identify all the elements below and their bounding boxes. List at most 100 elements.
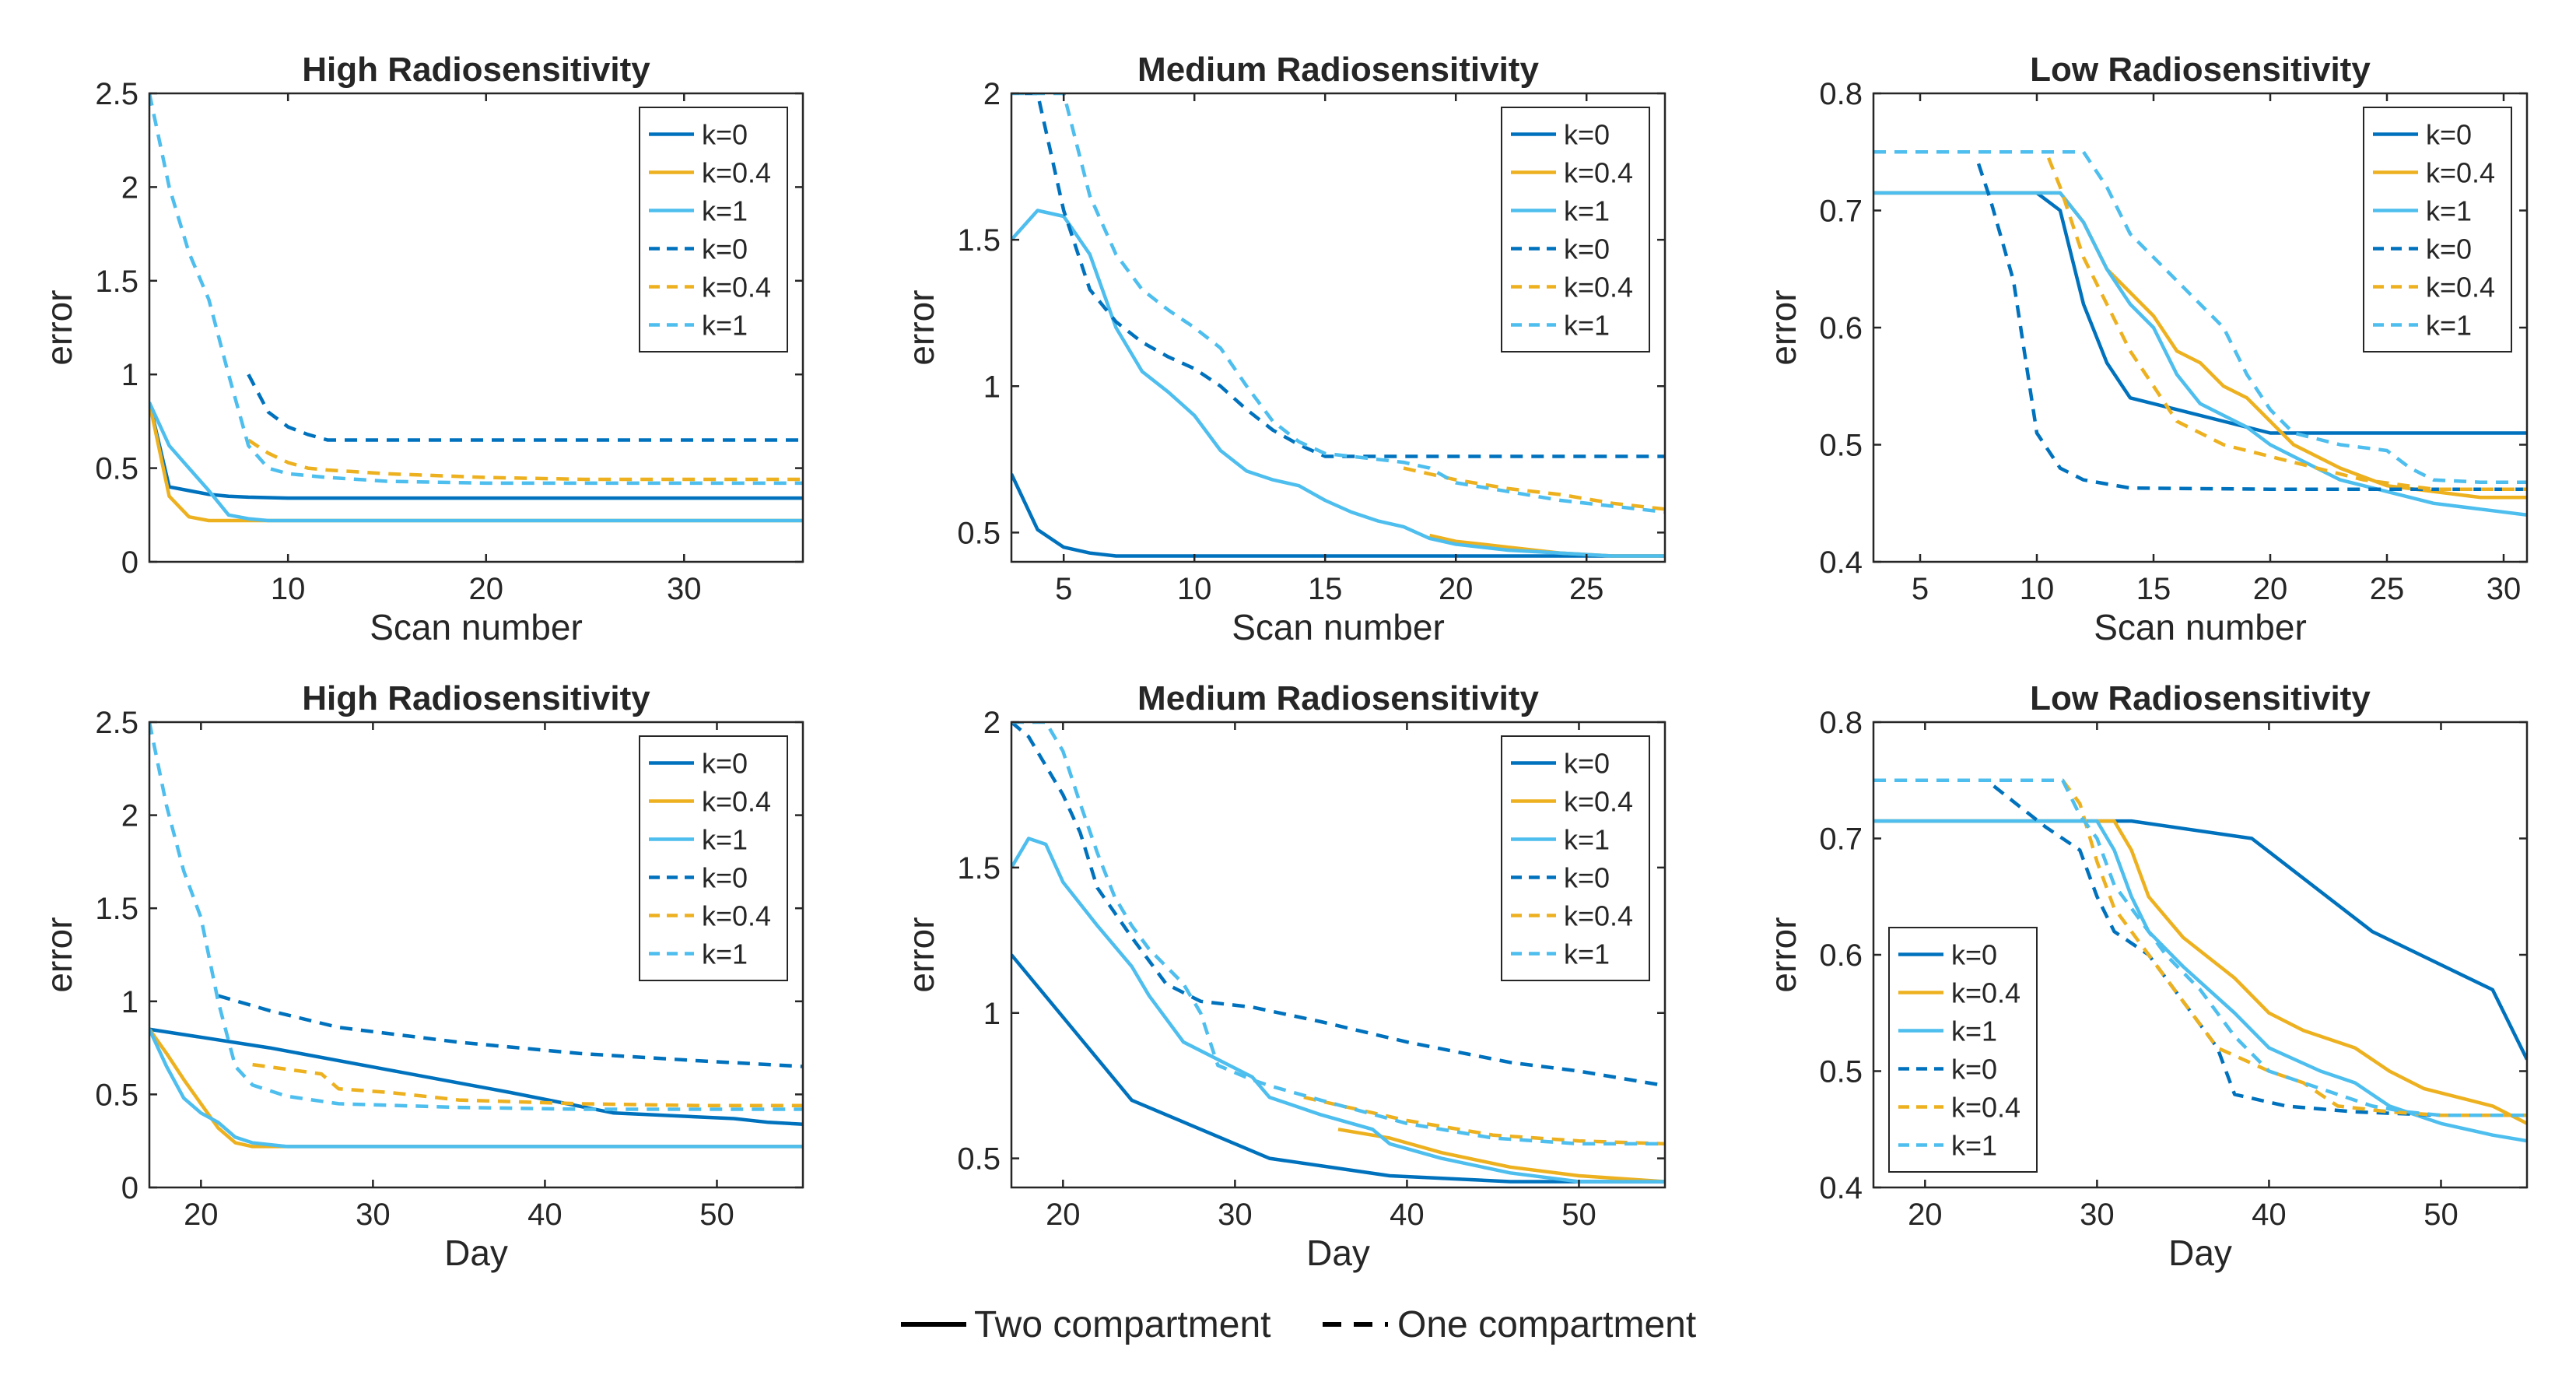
x-tick-label: 30 bbox=[356, 1198, 391, 1232]
y-axis-label: error bbox=[39, 917, 79, 992]
y-tick-label: 1.5 bbox=[95, 892, 138, 926]
x-axis-label: Scan number bbox=[1232, 607, 1445, 647]
series-line-dashed-k0 bbox=[1976, 163, 2527, 491]
chart-3: 5 10 15 20 25 30 0.4 0.5 0.6 0.7 0.8 Low Radiosensi… bbox=[1763, 51, 2529, 647]
x-tick-label: 20 bbox=[1908, 1198, 1943, 1232]
y-tick-label: 0 bbox=[121, 545, 138, 580]
y-tick-label: 1.5 bbox=[957, 223, 1001, 258]
series-line-solid-k1 bbox=[1873, 819, 2527, 1143]
series-group bbox=[149, 722, 803, 1149]
x-tick-label: 25 bbox=[1569, 572, 1604, 606]
x-tick-label: 30 bbox=[2080, 1198, 2115, 1232]
legend-label: k=1 bbox=[702, 310, 748, 342]
legend-label: k=0.4 bbox=[1951, 1092, 2020, 1124]
series-line-solid-k04 bbox=[149, 1028, 803, 1149]
series-line-solid-k1 bbox=[1011, 837, 1665, 1184]
legend: k=0 k=0.4 k=1 k=0 k=0.4 k=1 bbox=[639, 107, 788, 353]
legend-box bbox=[1888, 927, 2038, 1173]
axes-box bbox=[148, 721, 804, 1189]
x-tick-label: 15 bbox=[2136, 572, 2171, 606]
x-axis-label: Day bbox=[2168, 1233, 2232, 1273]
legend-label: k=1 bbox=[702, 824, 748, 856]
legend-label: k=0.4 bbox=[702, 786, 771, 818]
series-line-solid-k0 bbox=[1011, 953, 1665, 1184]
x-tick-label: 20 bbox=[1439, 572, 1474, 606]
x-tick-label: 10 bbox=[271, 572, 306, 606]
x-tick-label: 5 bbox=[1055, 572, 1072, 606]
series-line-dashed-k04 bbox=[2046, 156, 2527, 491]
legend-box bbox=[1501, 735, 1650, 981]
y-axis-label: error bbox=[901, 917, 941, 992]
series-group bbox=[149, 93, 803, 523]
y-tick-label: 0.8 bbox=[1819, 706, 1863, 740]
y-tick-label: 0.5 bbox=[1819, 1055, 1863, 1089]
x-tick-label: 20 bbox=[2253, 572, 2288, 606]
dashed-line-label: One compartment bbox=[1397, 1304, 1696, 1345]
y-tick-label: 2.5 bbox=[95, 706, 138, 740]
series-group bbox=[1011, 722, 1665, 1184]
y-tick-label: 0.6 bbox=[1819, 311, 1863, 346]
x-axis-label: Scan number bbox=[2094, 607, 2307, 647]
y-tick-label: 0.5 bbox=[1819, 429, 1863, 463]
series-line-dashed-k04 bbox=[1303, 1095, 1665, 1146]
y-tick-label: 0.4 bbox=[1819, 545, 1863, 580]
y-tick-label: 1 bbox=[983, 997, 1001, 1031]
legend-label: k=1 bbox=[702, 938, 748, 970]
legend-label: k=1 bbox=[2426, 310, 2472, 342]
legend-box bbox=[2363, 107, 2512, 353]
solid-line-label: Two compartment bbox=[974, 1304, 1270, 1345]
legend-label: k=0 bbox=[1564, 748, 1610, 780]
series-line-dashed-k0 bbox=[217, 994, 803, 1068]
x-tick-label: 15 bbox=[1308, 572, 1343, 606]
legend-label: k=0 bbox=[1564, 119, 1610, 151]
x-axis-label: Day bbox=[444, 1233, 508, 1273]
series-line-dashed-k1 bbox=[1873, 778, 2527, 1117]
legend-box bbox=[639, 735, 788, 981]
series-line-dashed-k1 bbox=[149, 722, 803, 1111]
legend-label: k=0.4 bbox=[2426, 272, 2495, 303]
legend: k=0 k=0.4 k=1 k=0 k=0.4 k=1 bbox=[2363, 107, 2512, 353]
series-line-dashed-k04 bbox=[247, 438, 803, 482]
chart-title: High Radiosensitivity bbox=[302, 51, 650, 89]
series-group bbox=[1011, 93, 1665, 558]
legend: k=0 k=0.4 k=1 k=0 k=0.4 k=1 bbox=[1501, 735, 1650, 981]
x-tick-label: 40 bbox=[2252, 1198, 2287, 1232]
y-tick-label: 0 bbox=[121, 1171, 138, 1205]
chart-title: Medium Radiosensitivity bbox=[1137, 679, 1539, 717]
legend-label: k=0.4 bbox=[702, 157, 771, 189]
y-tick-label: 0.8 bbox=[1819, 77, 1863, 111]
axes-box bbox=[1010, 92, 1667, 563]
series-group bbox=[1873, 778, 2527, 1143]
legend-label: k=1 bbox=[2426, 195, 2472, 227]
legend: k=0 k=0.4 k=1 k=0 k=0.4 k=1 bbox=[1501, 107, 1650, 353]
series-line-dashed-k1 bbox=[149, 93, 803, 486]
series-line-solid-k1 bbox=[1873, 191, 2527, 517]
series-line-solid-k04 bbox=[1873, 819, 2527, 1125]
axes-box bbox=[1010, 721, 1667, 1189]
legend-label: k=0.4 bbox=[702, 900, 771, 932]
series-group bbox=[1873, 150, 2527, 517]
x-tick-label: 50 bbox=[1561, 1198, 1596, 1232]
series-line-dashed-k1 bbox=[1011, 93, 1665, 514]
chart-title: Medium Radiosensitivity bbox=[1137, 51, 1539, 89]
y-tick-label: 1 bbox=[121, 985, 138, 1019]
series-line-dashed-k04 bbox=[1403, 466, 1665, 511]
chart-6: 20 30 40 50 0.4 0.5 0.6 0.7 0.8 Low Radiosensitiv… bbox=[1763, 679, 2529, 1273]
x-tick-label: 5 bbox=[1912, 572, 1929, 606]
legend-label: k=0 bbox=[702, 233, 748, 265]
series-line-dashed-k1 bbox=[1011, 722, 1665, 1146]
x-tick-label: 30 bbox=[2487, 572, 2522, 606]
y-tick-label: 0.7 bbox=[1819, 195, 1863, 229]
legend-label: k=0 bbox=[1951, 939, 1997, 971]
axes-box bbox=[148, 92, 804, 563]
chart-2: 5 10 15 20 25 0.5 1 1.5 2 Medium Radiosensitivity… bbox=[901, 51, 1667, 647]
y-tick-label: 2 bbox=[983, 77, 1001, 111]
legend-label: k=0.4 bbox=[1564, 272, 1633, 303]
x-tick-label: 40 bbox=[527, 1198, 563, 1232]
legend-label: k=0.4 bbox=[1564, 900, 1633, 932]
legend-box bbox=[1501, 107, 1650, 353]
x-tick-label: 50 bbox=[2424, 1198, 2459, 1232]
legend-label: k=0 bbox=[702, 119, 748, 151]
y-axis-label: error bbox=[39, 289, 79, 365]
legend-label: k=1 bbox=[1564, 824, 1610, 856]
